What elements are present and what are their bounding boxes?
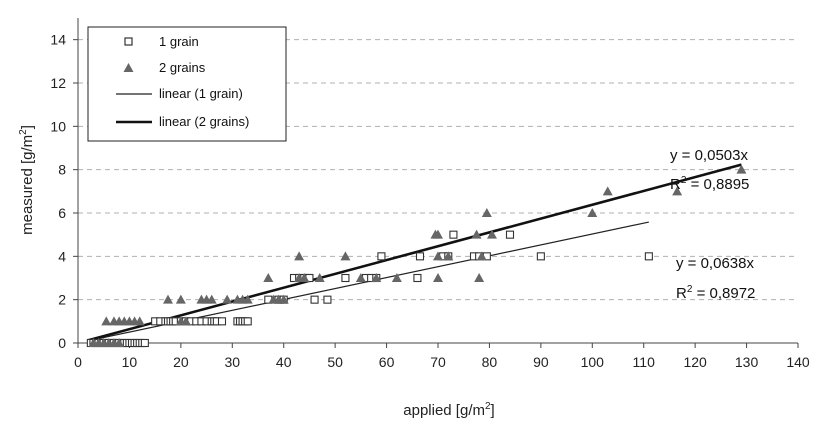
x-tick-label: 60 <box>379 354 395 370</box>
y-tick-label: 8 <box>58 162 66 178</box>
point-1-grain <box>219 318 226 325</box>
x-tick-label: 0 <box>74 354 82 370</box>
x-tick-label: 30 <box>224 354 240 370</box>
x-tick-label: 80 <box>482 354 498 370</box>
y-tick-label: 14 <box>50 32 66 48</box>
point-1-grain <box>244 318 251 325</box>
x-tick-label: 50 <box>327 354 343 370</box>
point-1-grain <box>141 340 148 347</box>
y-tick-labels: 0 2 4 6 8 10 12 14 <box>50 32 66 351</box>
r2-lower: R2 = 0,8972 <box>676 284 755 302</box>
x-tick-label: 100 <box>581 354 605 370</box>
point-2-grains <box>474 273 484 282</box>
y-axis-title: measured [g/m2] <box>18 125 36 235</box>
x-tick-label: 40 <box>276 354 292 370</box>
legend-label-2grains: 2 grains <box>159 60 206 75</box>
y-tick-label: 6 <box>58 205 66 221</box>
y-tick-label: 12 <box>50 75 66 91</box>
point-2-grains <box>433 273 443 282</box>
point-1-grain <box>450 231 457 238</box>
equation-upper: y = 0,0503x <box>670 147 748 164</box>
x-tick-label: 90 <box>533 354 549 370</box>
point-1-grain <box>645 253 652 260</box>
point-1-grain <box>342 275 349 282</box>
y-tick-label: 4 <box>58 248 66 264</box>
point-1-grain <box>378 253 385 260</box>
x-tick-label: 10 <box>122 354 138 370</box>
x-tick-labels: 0 10 20 30 40 50 60 70 80 90 100 110 120 130 140 <box>74 354 810 370</box>
r2-upper: R2 = 0,8895 <box>670 175 749 193</box>
point-1-grain <box>417 253 424 260</box>
x-tick-label: 110 <box>633 354 656 370</box>
point-1-grain <box>414 275 421 282</box>
y-tick-label: 10 <box>50 118 66 134</box>
legend-square-marker <box>125 38 132 45</box>
legend-label-lin2: linear (2 grains) <box>159 114 249 129</box>
point-1-grain <box>311 296 318 303</box>
x-axis-title: applied [g/m2] <box>403 401 494 419</box>
equation-lower: y = 0,0638x <box>676 255 754 272</box>
trendline-2-grains <box>88 165 741 341</box>
point-1-grain <box>324 296 331 303</box>
legend: 1 grain 2 grains linear (1 grain) linear… <box>88 27 286 141</box>
trendlines <box>88 165 741 341</box>
legend-label-lin1: linear (1 grain) <box>159 86 243 101</box>
point-1-grain <box>537 253 544 260</box>
point-1-grain <box>507 231 514 238</box>
y-tick-label: 2 <box>58 292 66 308</box>
point-2-grains <box>603 186 613 195</box>
y-tick-label: 0 <box>58 335 66 351</box>
x-tick-label: 70 <box>430 354 446 370</box>
x-tick-label: 130 <box>735 354 759 370</box>
x-tick-label: 120 <box>683 354 707 370</box>
x-tick-label: 20 <box>173 354 189 370</box>
point-2-grains <box>263 273 273 282</box>
legend-label-1grain: 1 grain <box>159 34 199 49</box>
x-tick-label: 140 <box>786 354 810 370</box>
